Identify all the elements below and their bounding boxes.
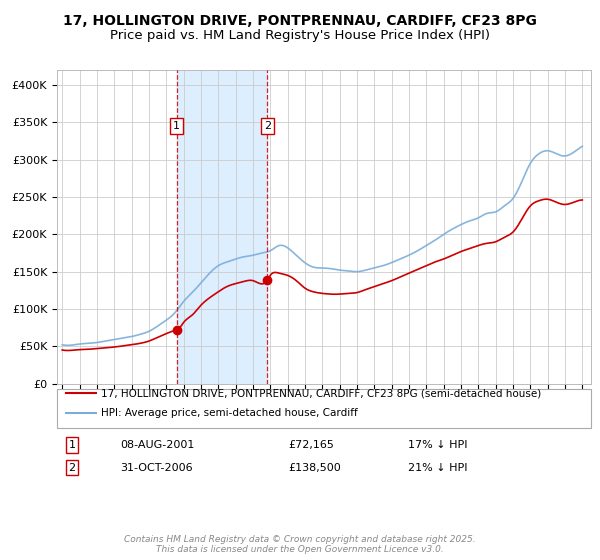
- Text: 2: 2: [68, 463, 76, 473]
- Text: 08-AUG-2001: 08-AUG-2001: [120, 440, 194, 450]
- Text: Price paid vs. HM Land Registry's House Price Index (HPI): Price paid vs. HM Land Registry's House …: [110, 29, 490, 42]
- Text: 31-OCT-2006: 31-OCT-2006: [120, 463, 193, 473]
- Text: 1: 1: [68, 440, 76, 450]
- Bar: [176, 70, 268, 384]
- Text: £72,165: £72,165: [288, 440, 334, 450]
- Text: 17, HOLLINGTON DRIVE, PONTPRENNAU, CARDIFF, CF23 8PG (semi-detached house): 17, HOLLINGTON DRIVE, PONTPRENNAU, CARDI…: [101, 388, 541, 398]
- Text: £138,500: £138,500: [288, 463, 341, 473]
- Text: 17% ↓ HPI: 17% ↓ HPI: [408, 440, 467, 450]
- Text: 2: 2: [264, 121, 271, 131]
- Text: HPI: Average price, semi-detached house, Cardiff: HPI: Average price, semi-detached house,…: [101, 408, 358, 418]
- Text: 21% ↓ HPI: 21% ↓ HPI: [408, 463, 467, 473]
- Text: 17, HOLLINGTON DRIVE, PONTPRENNAU, CARDIFF, CF23 8PG: 17, HOLLINGTON DRIVE, PONTPRENNAU, CARDI…: [63, 14, 537, 28]
- Text: Contains HM Land Registry data © Crown copyright and database right 2025.
This d: Contains HM Land Registry data © Crown c…: [124, 535, 476, 554]
- Text: 1: 1: [173, 121, 180, 131]
